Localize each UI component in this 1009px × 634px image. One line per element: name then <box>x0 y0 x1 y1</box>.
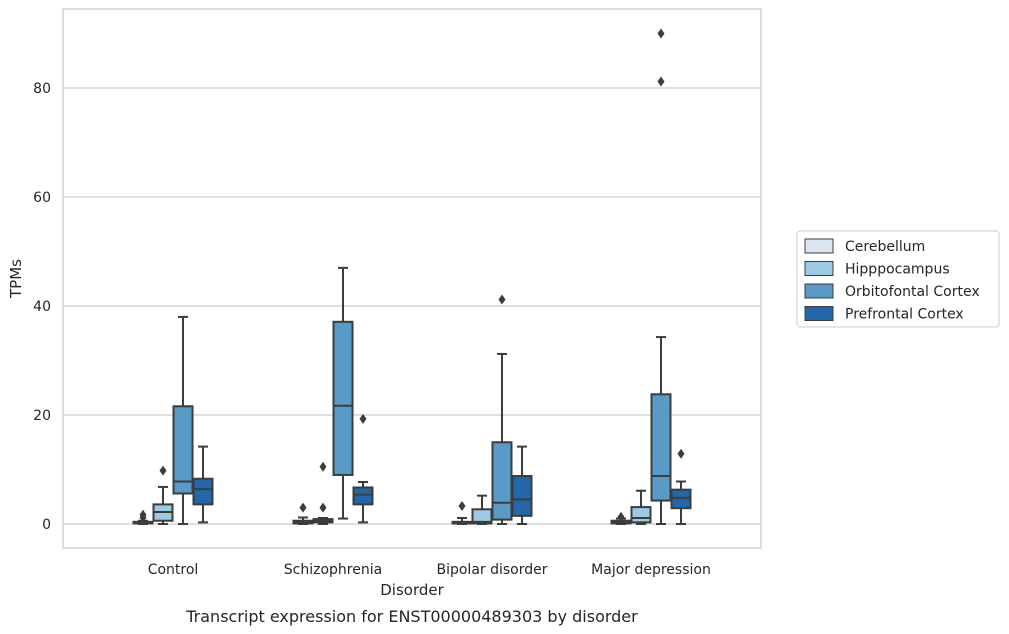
y-tick-label: 20 <box>33 408 51 424</box>
box <box>650 28 672 525</box>
box <box>471 494 493 525</box>
outlier-point <box>458 501 466 512</box>
box <box>172 315 194 525</box>
legend-swatch <box>804 306 834 321</box>
legend-label: Hipppocampus <box>845 262 950 278</box>
category-group <box>610 28 692 525</box>
box <box>332 266 354 520</box>
x-tick-label: Control <box>148 562 199 578</box>
chart-caption: Transcript expression for ENST0000048930… <box>185 607 638 626</box>
legend-swatch <box>804 283 834 299</box>
legend-item: Orbitofontal Cortex <box>804 283 980 300</box>
iqr-box <box>630 506 652 524</box>
box <box>670 448 692 525</box>
iqr-box <box>352 486 374 506</box>
y-tick-label: 40 <box>33 299 51 315</box>
outlier-point <box>498 294 506 305</box>
box <box>192 445 214 524</box>
box <box>312 461 334 525</box>
box-groups <box>132 28 692 525</box>
x-axis-ticks: Control Schizophrenia Bipolar disorder Majo… <box>148 562 711 578</box>
outlier-point <box>139 509 147 520</box>
iqr-box <box>172 405 194 495</box>
box <box>491 294 513 525</box>
x-tick-label: Bipolar disorder <box>436 562 547 578</box>
y-axis-title: TPMs <box>7 259 25 299</box>
box <box>152 465 174 525</box>
box <box>132 509 154 525</box>
outlier-point <box>319 502 327 513</box>
legend-item: Prefrontal Cortex <box>804 306 964 323</box>
legend-swatch <box>804 238 834 254</box>
outlier-point <box>677 448 685 459</box>
outlier-point <box>657 28 665 39</box>
outlier-point <box>359 413 367 424</box>
y-tick-label: 0 <box>42 517 51 533</box>
box <box>352 413 374 524</box>
outlier-point <box>299 502 307 513</box>
box <box>610 511 632 525</box>
y-tick-label: 80 <box>33 81 51 97</box>
box <box>292 502 314 525</box>
plot-area-frame <box>62 8 762 549</box>
category-group <box>451 294 533 525</box>
x-axis-title: Disorder <box>380 581 444 599</box>
outlier-point <box>657 76 665 87</box>
iqr-box <box>491 441 513 521</box>
legend-label: Prefrontal Cortex <box>845 307 964 323</box>
y-tick-label: 60 <box>33 190 51 206</box>
x-tick-label: Major depression <box>591 562 711 578</box>
category-group <box>292 266 374 525</box>
x-tick-label: Schizophrenia <box>284 562 382 578</box>
legend-label: Cerebellum <box>845 239 925 255</box>
category-group <box>132 315 214 525</box>
legend-frame <box>796 230 1000 328</box>
box <box>511 445 533 525</box>
iqr-box <box>192 477 214 506</box>
legend-item: Hipppocampus <box>804 261 950 278</box>
outlier-point <box>617 511 625 522</box>
box <box>630 489 652 525</box>
legend-item: Cerebellum <box>804 238 925 255</box>
iqr-box <box>670 488 692 510</box>
iqr-box <box>511 475 533 517</box>
legend-swatch <box>804 261 834 276</box>
box <box>451 501 473 525</box>
outlier-point <box>319 461 327 472</box>
outlier-point <box>159 465 167 476</box>
legend-label: Orbitofontal Cortex <box>845 284 980 300</box>
iqr-box <box>332 320 354 476</box>
y-axis-ticks: 0 20 40 60 80 <box>33 81 51 533</box>
legend: Cerebellum Hipppocampus Orbitofontal Corte… <box>796 230 1000 328</box>
iqr-box <box>650 393 672 502</box>
